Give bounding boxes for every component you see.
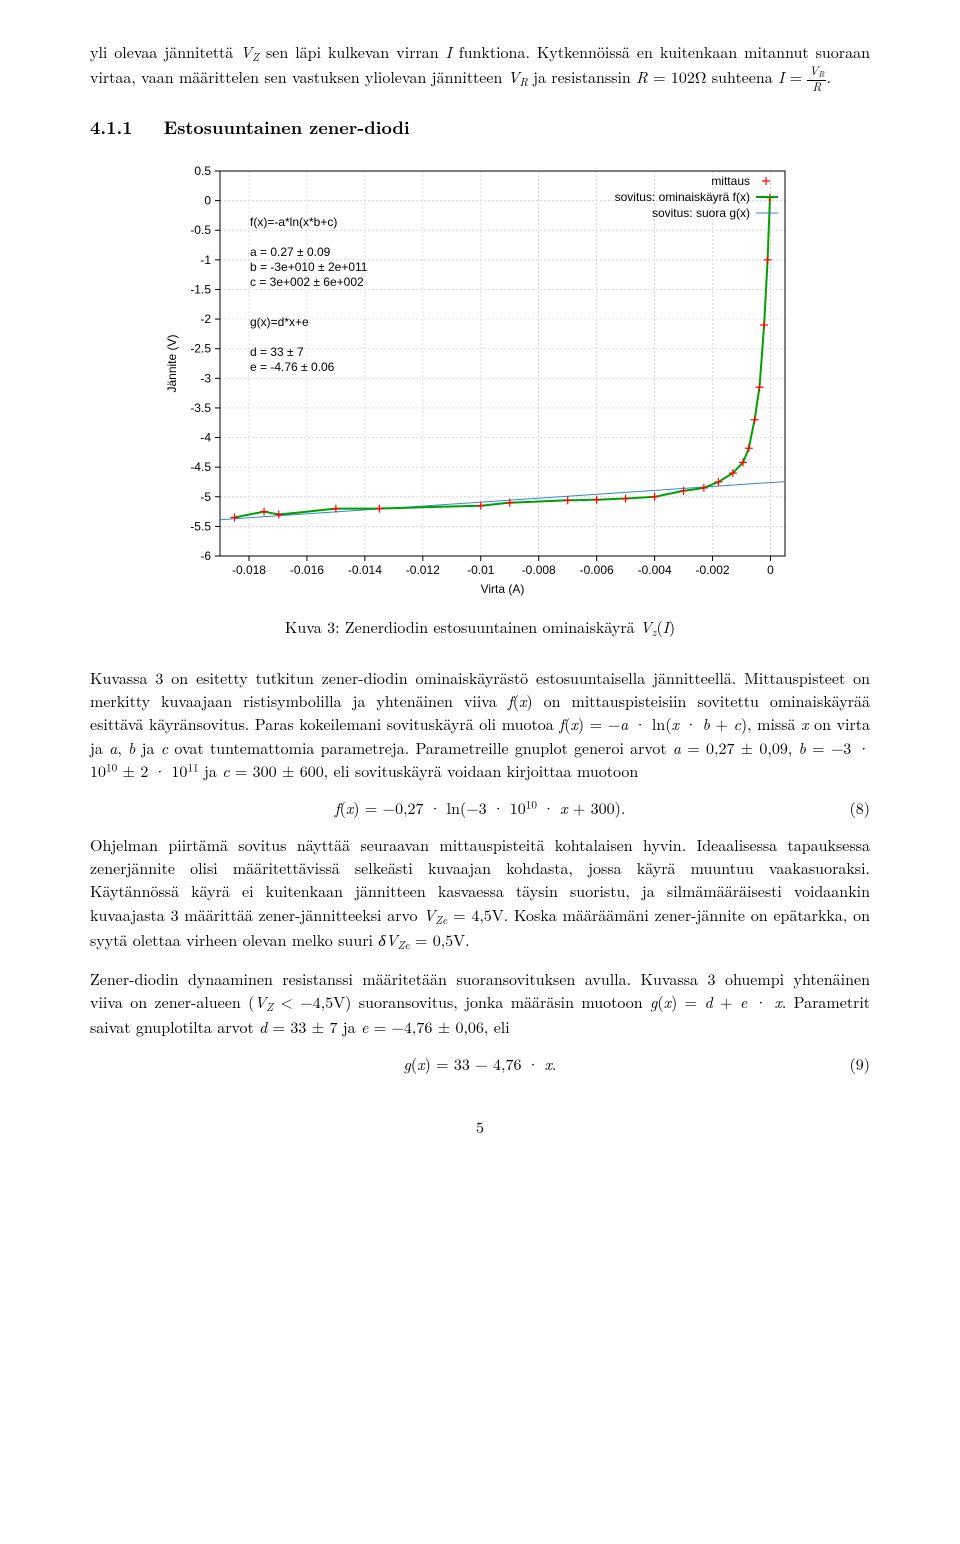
svg-text:-0.012: -0.012	[406, 563, 440, 577]
svg-text:c = 3e+002 ± 6e+002: c = 3e+002 ± 6e+002	[250, 275, 364, 289]
svg-text:mittaus: mittaus	[711, 174, 750, 188]
svg-text:-0.01: -0.01	[467, 563, 495, 577]
svg-text:-2: -2	[200, 312, 211, 326]
figure-3: -0.018 -0.016 -0.014 -0.012 -0.01 -0.008 -0.00…	[90, 161, 870, 601]
svg-text:g(x)=d*x+e: g(x)=d*x+e	[250, 315, 309, 329]
eq-8-body: f(x) = −0,27 · ln(−3 · 1010 · x + 300).	[335, 796, 626, 819]
svg-text:-3: -3	[200, 371, 211, 385]
svg-text:-4.5: -4.5	[190, 460, 211, 474]
svg-text:Jännite (V): Jännite (V)	[165, 334, 179, 392]
svg-text:-0.004: -0.004	[638, 563, 672, 577]
eq-9-body: g(x) = 33 − 4,76 · x.	[404, 1052, 557, 1075]
svg-text:-5: -5	[200, 490, 211, 504]
svg-text:-0.018: -0.018	[232, 563, 266, 577]
svg-text:a = 0.27 ± 0.09: a = 0.27 ± 0.09	[250, 245, 331, 259]
svg-text:sovitus: suora g(x): sovitus: suora g(x)	[652, 206, 750, 220]
svg-text:0: 0	[767, 563, 774, 577]
svg-text:-4: -4	[200, 430, 211, 444]
svg-text:-0.016: -0.016	[290, 563, 324, 577]
svg-text:-0.006: -0.006	[580, 563, 614, 577]
svg-text:Virta (A): Virta (A)	[481, 582, 525, 596]
equation-9: g(x) = 33 − 4,76 · x. (9)	[90, 1052, 870, 1075]
svg-text:e = -4.76 ± 0.06: e = -4.76 ± 0.06	[250, 360, 335, 374]
chart-svg: -0.018 -0.016 -0.014 -0.012 -0.01 -0.008 -0.00…	[160, 161, 800, 601]
svg-text:d = 33 ± 7: d = 33 ± 7	[250, 345, 304, 359]
svg-text:0: 0	[204, 194, 211, 208]
svg-text:-0.002: -0.002	[696, 563, 730, 577]
svg-text:sovitus: ominaiskäyrä f(x): sovitus: ominaiskäyrä f(x)	[615, 190, 750, 204]
svg-text:-3.5: -3.5	[190, 401, 211, 415]
svg-text:b = -3e+010 ± 2e+011: b = -3e+010 ± 2e+011	[250, 260, 368, 274]
eq-8-number: (8)	[850, 796, 870, 819]
svg-text:-0.014: -0.014	[348, 563, 382, 577]
svg-text:-1.5: -1.5	[190, 282, 211, 296]
section-heading: 4.1.1 Estosuuntainen zener-diodi	[90, 115, 870, 141]
paragraph-1: Kuvassa 3 on esitetty tutkitun zener-dio…	[90, 666, 870, 782]
page-number: 5	[90, 1115, 870, 1138]
section-number: 4.1.1	[90, 115, 133, 140]
svg-text:0.5: 0.5	[194, 164, 211, 178]
figure-caption: Kuva 3: Zenerdiodin estosuuntainen omina…	[90, 615, 870, 640]
eq-9-number: (9)	[850, 1052, 870, 1075]
equation-8: f(x) = −0,27 · ln(−3 · 1010 · x + 300). …	[90, 796, 870, 819]
paragraph-3: Zener-diodin dynaaminen resistanssi määr…	[90, 967, 870, 1038]
svg-text:f(x)=-a*ln(x*b+c): f(x)=-a*ln(x*b+c)	[250, 215, 337, 229]
svg-text:-5.5: -5.5	[190, 519, 211, 533]
svg-text:-6: -6	[200, 549, 211, 563]
svg-text:-0.5: -0.5	[190, 223, 211, 237]
paragraph-2: Ohjelman piirtämä sovitus näyttää seuraa…	[90, 833, 870, 953]
section-title-text: Estosuuntainen zener-diodi	[164, 115, 410, 140]
svg-text:-0.008: -0.008	[522, 563, 556, 577]
intro-paragraph: yli olevaa jännitettä VZ sen läpi kulkev…	[90, 40, 870, 93]
svg-text:-1: -1	[200, 253, 211, 267]
svg-text:-2.5: -2.5	[190, 342, 211, 356]
